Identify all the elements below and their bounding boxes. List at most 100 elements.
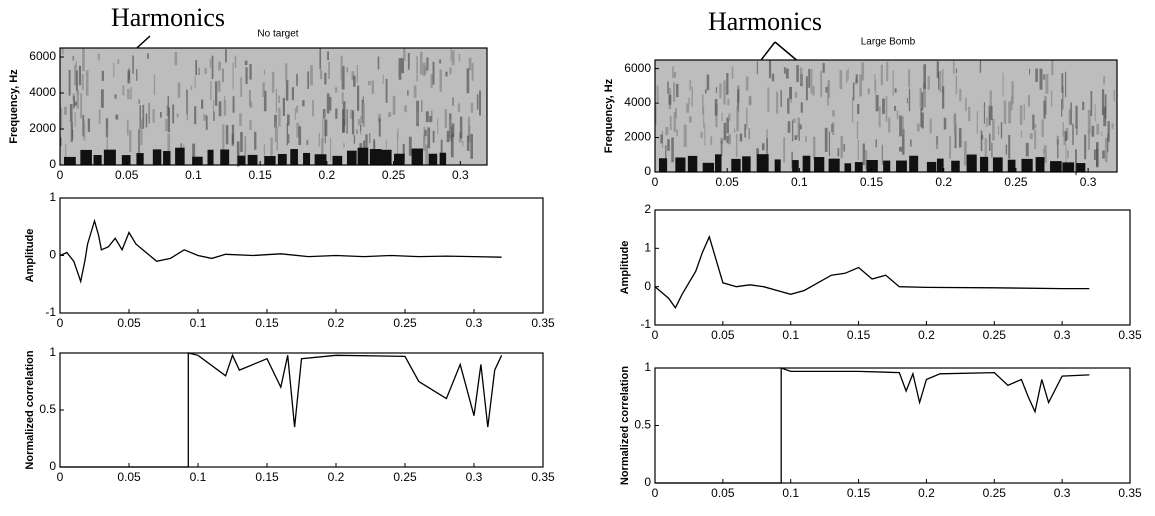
spectrogram-texture: [837, 148, 840, 157]
spectrogram-texture: [127, 88, 130, 100]
spectrogram-texture: [1008, 134, 1011, 159]
spectrogram-texture: [346, 150, 357, 165]
x-tick-label: 0.2: [918, 328, 935, 342]
spectrogram-texture: [270, 137, 273, 161]
data-line: [654, 234, 1090, 310]
spectrogram-texture: [167, 96, 169, 117]
spectrogram-texture: [797, 117, 800, 138]
spectrogram-texture: [936, 158, 944, 172]
spectrogram-texture: [862, 143, 865, 166]
spectrogram-texture: [908, 88, 911, 112]
spectrogram-texture: [60, 137, 62, 146]
spectrogram-texture: [989, 90, 992, 111]
spectrogram-texture: [70, 121, 73, 142]
spectrogram-texture: [274, 121, 277, 142]
x-tick-label: 0.05: [711, 328, 735, 342]
x-tick-label: 0.2: [935, 175, 952, 189]
y-axis-label: Normalized correlation: [24, 350, 36, 469]
spectrogram-texture: [728, 134, 731, 145]
spectrogram-texture: [163, 151, 171, 165]
spectrogram-texture: [734, 128, 736, 133]
spectrogram-texture: [232, 62, 234, 89]
spectrogram-texture: [341, 66, 345, 90]
spectrogram-texture: [239, 113, 242, 127]
spectrogram-texture: [1065, 127, 1069, 140]
spectrogram-texture: [416, 112, 419, 124]
x-tick-label: 0.1: [782, 486, 799, 500]
spectrogram-texture: [321, 138, 324, 162]
spectrogram-texture: [757, 154, 769, 172]
spectrogram-texture: [1021, 158, 1033, 172]
spectrogram-texture: [296, 122, 300, 138]
spectrogram-texture: [61, 48, 64, 55]
x-tick-label: 0.35: [1118, 486, 1142, 500]
annotation: Harmonics: [111, 3, 225, 32]
spectrogram-texture: [789, 86, 792, 100]
spectrogram-texture: [927, 76, 930, 90]
x-tick-label: 0.3: [1054, 328, 1071, 342]
spectrogram-texture: [976, 111, 978, 134]
spectrogram-texture: [1007, 159, 1016, 172]
spectrogram-texture: [1102, 150, 1105, 159]
spectrogram-texture: [1064, 131, 1068, 142]
spectrogram-texture: [291, 87, 295, 101]
spectrogram-texture: [451, 123, 455, 138]
spectrogram-texture: [988, 105, 991, 126]
spectrogram-texture: [791, 151, 793, 169]
x-tick-label: 0.2: [319, 168, 336, 182]
spectrogram-texture: [813, 136, 816, 160]
spectrogram-texture: [93, 155, 102, 165]
spectrogram-texture: [421, 100, 423, 112]
spectrogram-texture: [1104, 137, 1108, 163]
spectrogram-texture: [425, 144, 429, 166]
spectrogram-texture: [450, 48, 452, 61]
spectrogram-texture: [411, 148, 423, 165]
spectrogram-texture: [1062, 86, 1064, 110]
spectrogram-texture: [223, 100, 227, 116]
x-tick-label: 0.25: [393, 316, 417, 330]
x-tick-label: 0.05: [117, 470, 141, 484]
x-tick-label: 0.3: [1080, 175, 1097, 189]
spectrogram-texture: [356, 64, 358, 83]
spectrogram-texture: [997, 126, 1000, 135]
spectrogram-texture: [68, 69, 71, 96]
spectrogram-texture: [882, 98, 885, 114]
spectrogram-texture: [244, 60, 248, 66]
spectrogram-texture: [310, 65, 313, 86]
spectrogram-texture: [285, 63, 288, 82]
spectrogram-texture: [1094, 104, 1096, 122]
spectrogram-texture: [744, 124, 746, 138]
spectrogram-texture: [278, 95, 280, 103]
spectrogram-texture: [263, 90, 267, 112]
spectrogram-texture: [1051, 60, 1054, 76]
spectrogram-texture: [249, 89, 251, 107]
spectrogram-texture: [378, 118, 381, 137]
y-tick-label: 2000: [29, 121, 56, 135]
spectrogram-texture: [214, 81, 218, 106]
spectrogram-texture: [244, 136, 247, 157]
spectrogram-texture: [800, 102, 803, 113]
spectrogram-texture: [667, 139, 670, 151]
spectrogram-texture: [343, 143, 345, 148]
spectrogram-texture: [346, 67, 348, 73]
spectrogram-texture: [145, 113, 148, 128]
spectrogram-texture: [676, 83, 679, 98]
x-tick-label: 0.1: [185, 168, 202, 182]
spectrogram-texture: [175, 147, 185, 165]
y-tick-label: 1: [49, 190, 56, 204]
spectrogram-texture: [365, 134, 368, 154]
spectrogram-texture: [906, 97, 908, 104]
spectrogram-texture: [774, 159, 781, 172]
spectrogram-texture: [992, 118, 995, 141]
spectrogram-texture: [324, 72, 327, 85]
spectrogram-texture: [1062, 122, 1064, 137]
spectrogram-texture: [296, 105, 298, 113]
spectrogram-texture: [1005, 144, 1008, 155]
spectrogram-texture: [935, 139, 939, 150]
spectrogram-texture: [466, 135, 470, 151]
spectrogram-texture: [951, 160, 960, 172]
spectrogram-texture: [446, 130, 450, 143]
spectrogram-texture: [165, 118, 169, 132]
spectrogram-texture: [859, 74, 862, 97]
